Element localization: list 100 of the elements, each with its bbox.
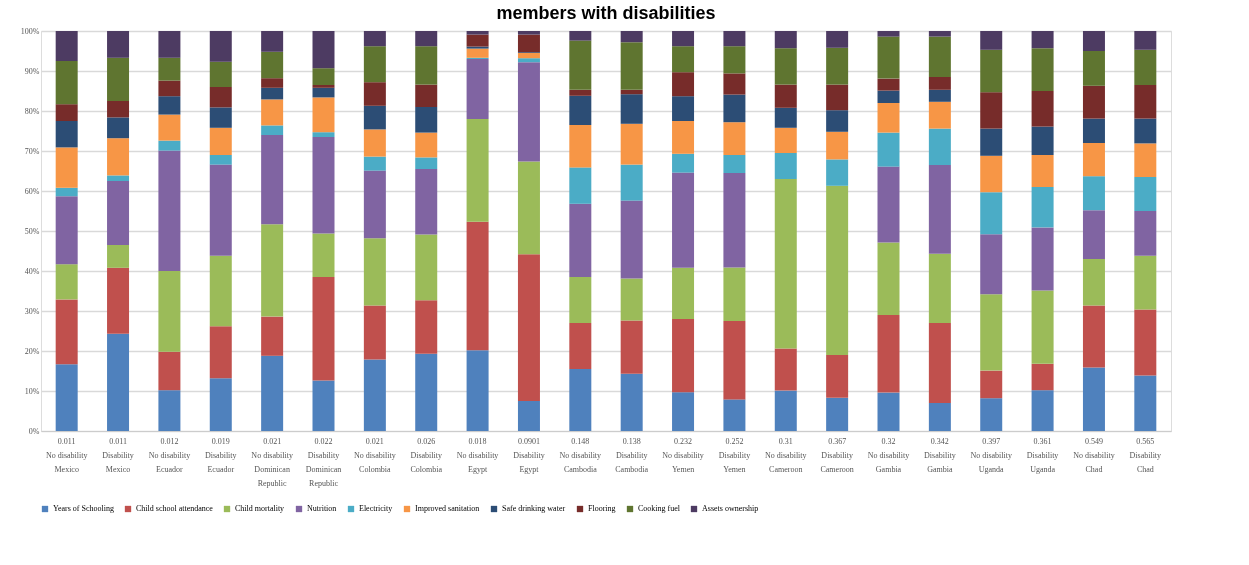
y-tick-label: 50%: [24, 226, 40, 236]
x-tick-label: 0.018 No disability Egypt: [456, 436, 499, 474]
x-tick-label: 0.397 No disability Uganda: [970, 436, 1013, 474]
bar: [826, 31, 849, 48]
bar: [672, 392, 695, 431]
legend-label: Nutrition: [307, 504, 337, 513]
bar: [672, 46, 695, 73]
bar: [569, 31, 592, 41]
bar: [1134, 255, 1157, 310]
bar: [980, 370, 1003, 399]
chart-title: members with disabilities: [496, 3, 716, 23]
bar: [826, 131, 849, 160]
x-tick-label: 0.138 Disability Cambodia: [615, 436, 649, 474]
legend-label: Years of Schooling: [53, 504, 114, 513]
bar: [620, 31, 643, 43]
bar: [158, 31, 181, 58]
legend-label: Improved sanitation: [415, 504, 480, 513]
x-tick-label: 0.342 Disability Gambia: [924, 436, 956, 474]
bar: [209, 127, 232, 155]
bar: [1082, 305, 1105, 368]
bar: [466, 46, 489, 49]
bar: [1134, 309, 1157, 376]
bar: [1082, 143, 1105, 177]
bar: [209, 61, 232, 87]
bar: [569, 277, 592, 323]
bar: [55, 187, 78, 197]
bar: [1134, 118, 1157, 144]
bar: [980, 192, 1003, 235]
y-tick-label: 30%: [24, 306, 40, 316]
bar: [261, 78, 284, 88]
bar: [1082, 31, 1105, 51]
y-tick-label: 10%: [24, 386, 40, 396]
bar: [723, 73, 746, 95]
bar: [672, 72, 695, 97]
x-tick-label: 0.011 No disability Mexico: [45, 436, 88, 474]
bar: [261, 99, 284, 126]
bar: [928, 253, 951, 323]
bar: [877, 132, 900, 167]
bar: [363, 129, 386, 157]
bar: [928, 403, 951, 431]
bar: [877, 36, 900, 79]
x-tick-label: 0.0901 Disability Egypt: [513, 436, 545, 474]
bar: [55, 196, 78, 265]
x-tick-label: 0.026 Disability Colombia: [410, 436, 443, 474]
x-tick-label: 0.31 No disability Cameroon: [764, 436, 807, 474]
bar: [569, 323, 592, 369]
bar: [877, 315, 900, 393]
bar: [158, 57, 181, 81]
bar: [209, 87, 232, 108]
bar: [826, 397, 849, 431]
bar: [363, 82, 386, 106]
bar: [107, 31, 130, 58]
bar: [723, 155, 746, 173]
bar: [415, 300, 438, 354]
bar: [569, 203, 592, 277]
bar: [1134, 143, 1157, 177]
bar: [826, 47, 849, 85]
bar: [723, 31, 746, 47]
bar: [107, 181, 130, 245]
bar: [312, 233, 335, 277]
bar: [774, 107, 797, 128]
bar: [774, 31, 797, 49]
bar: [877, 166, 900, 243]
bar: [415, 84, 438, 107]
bar: [1134, 85, 1157, 119]
bar: [980, 155, 1003, 193]
bar: [312, 87, 335, 98]
x-tick-label: 0.232 No disability Yemen: [662, 436, 704, 474]
bar: [1134, 49, 1157, 85]
bar: [517, 401, 540, 431]
bar: [826, 355, 849, 398]
legend-label: Flooring: [588, 504, 616, 513]
bar: [1134, 211, 1157, 256]
bar: [517, 53, 540, 59]
bar: [723, 321, 746, 400]
bar: [980, 31, 1003, 50]
bar: [1031, 390, 1054, 431]
x-tick-label: 0.021 No disability Colombia: [354, 436, 396, 474]
bar: [928, 77, 951, 90]
bar: [774, 153, 797, 179]
bar: [569, 125, 592, 168]
bar: [620, 164, 643, 201]
bar: [1031, 91, 1054, 127]
bar: [723, 94, 746, 123]
bar: [107, 175, 130, 181]
bar: [312, 85, 335, 88]
bar: [723, 173, 746, 268]
bar: [158, 140, 181, 151]
bar: [415, 107, 438, 133]
bar: [55, 299, 78, 365]
bar: [928, 31, 951, 37]
bar: [826, 185, 849, 355]
bar: [415, 31, 438, 47]
bar: [312, 137, 335, 234]
bar: [363, 105, 386, 130]
bar: [517, 62, 540, 162]
bar: [158, 150, 181, 271]
bar: [928, 165, 951, 254]
bar: [55, 364, 78, 431]
bar: [1082, 118, 1105, 143]
